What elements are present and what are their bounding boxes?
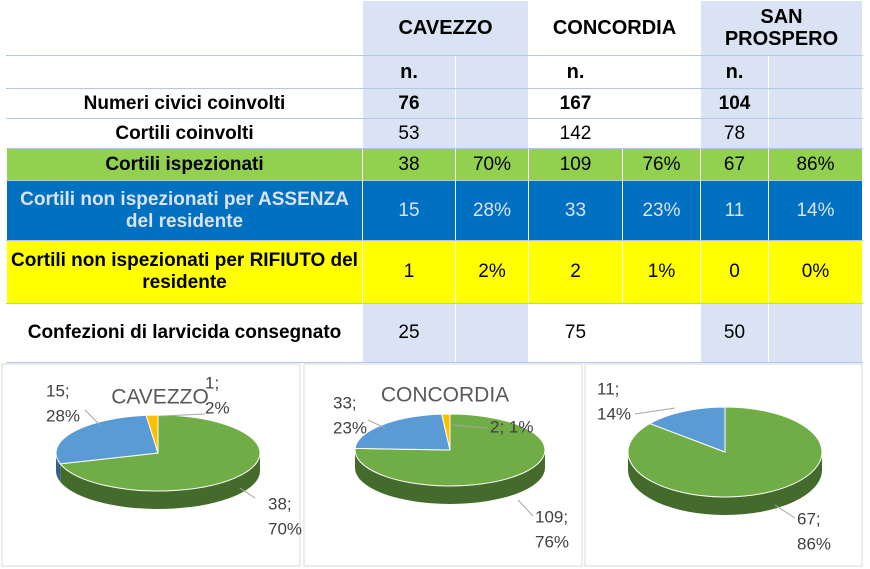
data-label: 11;	[597, 379, 619, 398]
cell: 2	[528, 240, 623, 304]
cell: 75	[528, 303, 623, 363]
row: Numeri civici coinvolti 76 167 104	[6, 88, 863, 119]
column-header: SAN PROSPERO	[700, 0, 863, 56]
cell: 1%	[622, 240, 701, 304]
empty-cell	[622, 55, 701, 89]
data-label: 67;	[797, 509, 821, 528]
unit: n.	[528, 55, 623, 89]
pie-side	[628, 452, 822, 515]
data-label: 1;	[205, 373, 219, 392]
cell: 142	[528, 118, 623, 149]
pie-slice	[145, 414, 159, 454]
row: Cortili ispezionati 38 70% 109 76% 67 86%	[6, 148, 863, 181]
empty-cell	[768, 55, 863, 89]
data-label: 2%	[205, 398, 230, 417]
cell: 70%	[455, 148, 529, 181]
cell: 86%	[768, 148, 863, 181]
pie-slice	[648, 406, 726, 453]
data-label: 15;	[46, 381, 70, 400]
cell: 78	[700, 118, 769, 149]
data-label: 70%	[268, 519, 302, 538]
leader-line	[517, 499, 534, 517]
cell: 11	[700, 180, 769, 241]
cell	[768, 88, 863, 119]
column-header: CAVEZZO	[362, 0, 529, 56]
cell: 2%	[455, 240, 529, 304]
pie-slice	[55, 414, 159, 465]
cell	[455, 118, 529, 149]
cell	[455, 88, 529, 119]
data-label: 33;	[333, 393, 357, 412]
chart-title: CAVEZZO	[111, 386, 209, 409]
leader-line	[162, 413, 206, 417]
cell: 15	[362, 180, 456, 241]
row-label: Confezioni di larvicida consegnato	[6, 303, 363, 363]
cell: 0%	[768, 240, 863, 304]
cell: 109	[528, 148, 623, 181]
cell	[622, 118, 701, 149]
cell: 50	[700, 303, 769, 363]
data-label: 28%	[46, 406, 80, 425]
leader-line	[634, 407, 676, 415]
row: Confezioni di larvicida consegnato 25 75 50	[6, 303, 863, 363]
header-row: CAVEZZO CONCORDIA SAN PROSPERO	[6, 0, 863, 56]
cell	[622, 303, 701, 363]
summary-table: CAVEZZO CONCORDIA SAN PROSPERO n. n. n. Numeri…	[6, 0, 863, 363]
row-label: Cortili coinvolti	[6, 118, 363, 149]
leader-line	[84, 409, 101, 426]
pie-side	[56, 453, 61, 482]
row-label: Cortili non ispezionati per RIFIUTO del …	[6, 240, 363, 304]
cell: 14%	[768, 180, 863, 241]
data-label: 86%	[797, 534, 831, 553]
data-label: 23%	[333, 418, 367, 437]
cell: 76	[362, 88, 456, 119]
pie-side	[60, 453, 261, 510]
cell: 0	[700, 240, 769, 304]
data-label: 109;	[535, 507, 568, 526]
leader-line	[367, 419, 386, 429]
leader-line	[451, 424, 489, 429]
data-label: 76%	[535, 532, 569, 551]
cell: 1	[362, 240, 456, 304]
cell: 33	[528, 180, 623, 241]
cell: 104	[700, 88, 769, 119]
chart-title: CONCORDIA	[381, 384, 509, 407]
row: Cortili coinvolti 53 142 78	[6, 118, 863, 149]
data-label: 2; 1%	[490, 417, 533, 436]
row-label: Cortili ispezionati	[6, 148, 363, 181]
data-label: 38;	[268, 494, 292, 513]
pie-slice	[354, 413, 451, 451]
pie-side	[355, 450, 545, 504]
data-label: 14%	[597, 404, 631, 423]
row-label: Numeri civici coinvolti	[6, 88, 363, 119]
cell: 25	[362, 303, 456, 363]
row: Cortili non ispezionati per RIFIUTO del …	[6, 240, 863, 304]
leader-line	[774, 504, 796, 519]
leader-line	[239, 487, 256, 499]
cell: 67	[700, 148, 769, 181]
cell: 53	[362, 118, 456, 149]
cell	[768, 303, 863, 363]
pie-slice	[441, 413, 451, 451]
cell: 38	[362, 148, 456, 181]
cell: 28%	[455, 180, 529, 241]
corner	[6, 0, 363, 56]
pie-slice	[59, 414, 261, 492]
unit-row: n. n. n.	[6, 55, 863, 89]
cell	[768, 118, 863, 149]
